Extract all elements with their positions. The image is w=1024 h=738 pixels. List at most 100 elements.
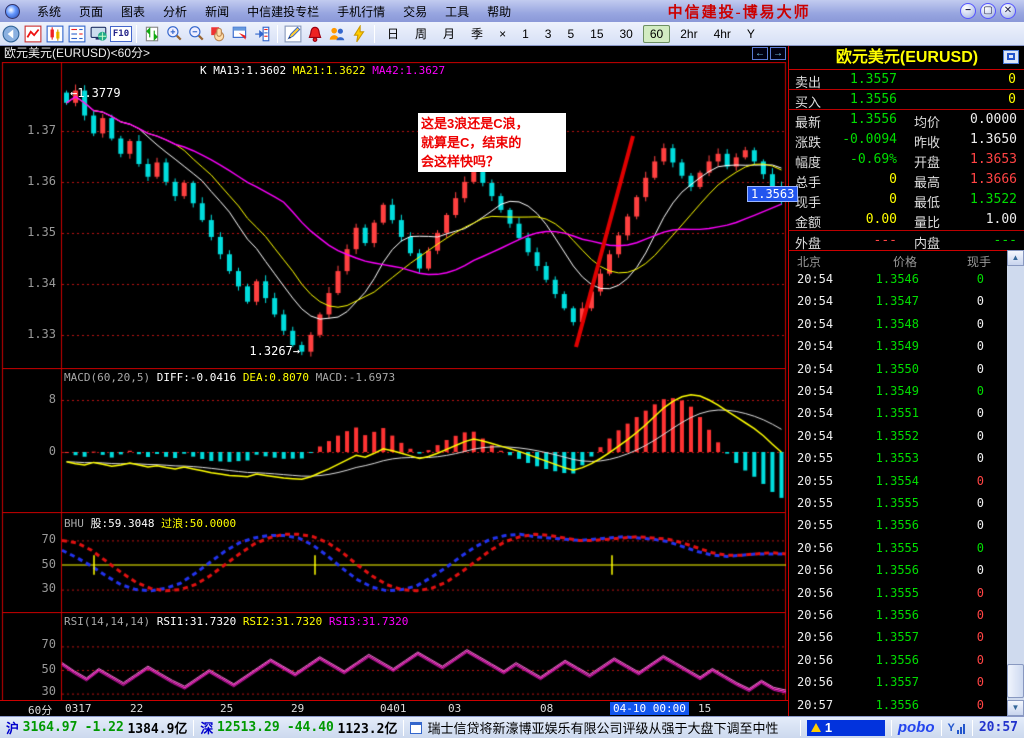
menu-8[interactable]: 工具 <box>445 4 470 19</box>
tick-row: 20:56 1.3556 0 <box>797 652 984 667</box>
chart-title: 欧元美元(EURUSD)<60分> <box>4 46 151 60</box>
period-button-Y[interactable]: Y <box>746 27 755 41</box>
quote-row: 买入 1.3556 0 <box>789 90 1024 110</box>
sz-index-quote: 深 12513.29 -44.40 1123.2亿 <box>200 720 398 737</box>
minimize-button[interactable]: − <box>960 3 976 19</box>
pobo-logo: pobo <box>897 719 935 736</box>
toolbar: F10 日 周 月 季 × 1 3 5 15 30 60 2hr 4hr Y <box>0 22 1024 46</box>
period-button-季[interactable]: 季 <box>471 27 484 41</box>
period-button-3[interactable]: 3 <box>544 27 552 41</box>
line-chart-icon[interactable] <box>23 24 43 44</box>
axis-label: 1.36 <box>27 174 56 188</box>
tick-row: 20:56 1.3556 0 <box>797 608 984 622</box>
tick-row: 20:55 1.3554 0 <box>797 473 984 488</box>
swing-high-label: ←1.3779 <box>70 86 121 100</box>
tick-row: 20:56 1.3555 0 <box>797 540 984 555</box>
connection-signal-icon: Y <box>942 719 972 737</box>
window-switch-icon[interactable] <box>230 24 250 44</box>
f10-info-icon[interactable]: F10 <box>109 24 133 44</box>
axis-label: 1.34 <box>27 276 56 290</box>
period-button-日[interactable]: 日 <box>387 27 400 41</box>
menu-5[interactable]: 中信建投专栏 <box>247 4 320 19</box>
tick-row: 20:56 1.3557 0 <box>797 630 984 645</box>
close-button[interactable]: ✕ <box>1000 3 1016 19</box>
menu-9[interactable]: 帮助 <box>487 4 512 19</box>
period-button-×[interactable]: × <box>499 27 507 41</box>
rsi-panel-chart[interactable] <box>0 612 788 700</box>
menu-4[interactable]: 新闻 <box>205 4 230 19</box>
period-button-月[interactable]: 月 <box>443 27 456 41</box>
scrollbar-thumb[interactable] <box>1007 664 1024 698</box>
alarm-bell-icon[interactable] <box>305 24 325 44</box>
axis-label: 70 <box>41 532 56 546</box>
swing-low-label: 1.3267→ <box>249 344 300 358</box>
time-axis <box>0 700 788 716</box>
time-axis-period: 60分 <box>28 704 53 717</box>
tick-row: 20:54 1.3551 0 <box>797 406 984 421</box>
users-icon[interactable] <box>327 24 347 44</box>
menu-0[interactable]: 系统 <box>37 4 62 19</box>
menu-6[interactable]: 手机行情 <box>337 4 386 19</box>
scroll-left-icon[interactable]: ← <box>752 47 768 60</box>
menu-2[interactable]: 图表 <box>121 4 146 19</box>
menu-1[interactable]: 页面 <box>79 4 104 19</box>
alert-indicator[interactable]: 1 <box>801 719 891 737</box>
tick-row: 20:54 1.3549 0 <box>797 384 984 398</box>
candlestick-icon[interactable] <box>45 24 65 44</box>
period-button-15[interactable]: 15 <box>590 27 604 41</box>
axis-label: 50 <box>41 662 56 676</box>
bhu-panel-chart[interactable] <box>0 512 788 612</box>
zoom-in-icon[interactable] <box>164 24 184 44</box>
macd-legend: MACD(60,20,5) DIFF:-0.0416 DEA:0.8070 MA… <box>64 371 396 384</box>
nav-back-icon[interactable] <box>1 24 21 44</box>
alert-triangle-icon <box>810 723 821 732</box>
tick-row: 20:56 1.3555 0 <box>797 585 984 600</box>
axis-label: 0 <box>48 444 56 458</box>
period-button-30[interactable]: 30 <box>619 27 633 41</box>
period-button-1[interactable]: 1 <box>522 27 529 41</box>
maximize-button[interactable]: ▢ <box>980 3 996 19</box>
zoom-out-icon[interactable] <box>186 24 206 44</box>
news-icon <box>410 721 423 734</box>
app-icon[interactable] <box>5 3 20 19</box>
scroll-right-icon[interactable]: → <box>770 47 786 60</box>
axis-label: 1.35 <box>27 225 56 239</box>
main-price-chart[interactable] <box>0 62 788 368</box>
quote-list-icon[interactable] <box>67 24 87 44</box>
news-text: 瑞士信贷将新濠博亚娱乐有限公司评级从强于大盘下调至中性 <box>427 721 779 736</box>
sh-index-quote: 沪 3164.97 -1.22 1384.9亿 <box>6 720 188 737</box>
tick-row: 20:54 1.3549 0 <box>797 339 984 354</box>
period-button-5[interactable]: 5 <box>567 27 575 41</box>
side-panel-icon[interactable] <box>252 24 272 44</box>
time-tick: 08 <box>540 702 554 715</box>
macd-panel-chart[interactable] <box>0 368 788 512</box>
quote-row: 金额 0.00 量比 1.00 <box>795 212 1017 230</box>
period-button-60[interactable]: 60 <box>642 25 671 43</box>
news-monitor-icon[interactable] <box>89 24 109 44</box>
draw-edit-icon[interactable] <box>283 24 303 44</box>
axis-label: 1.33 <box>27 327 56 341</box>
time-tick: 0401 <box>380 702 407 715</box>
menu-7[interactable]: 交易 <box>403 4 428 19</box>
refresh-icon[interactable] <box>142 24 162 44</box>
scroll-down-icon[interactable]: ▼ <box>1007 700 1024 716</box>
drag-hand-icon[interactable] <box>208 24 228 44</box>
period-button-4hr[interactable]: 4hr <box>713 27 731 41</box>
quote-row: 卖出 1.3557 0 <box>789 70 1024 90</box>
menu-3[interactable]: 分析 <box>163 4 188 19</box>
axis-label: 30 <box>41 684 56 698</box>
time-tick: 22 <box>130 702 144 715</box>
quote-row: 外盘 --- 内盘 --- <box>789 230 1024 251</box>
time-tick: 15 <box>698 702 712 715</box>
window-title: 中信建投-博易大师 <box>667 4 811 21</box>
scroll-up-icon[interactable]: ▲ <box>1007 250 1024 266</box>
news-ticker[interactable]: 瑞士信贷将新濠博亚娱乐有限公司评级从强于大盘下调至中性 <box>404 719 799 737</box>
bhu-legend: BHU 股:59.3048 过浪:50.0000 <box>64 517 237 530</box>
period-button-2hr[interactable]: 2hr <box>680 27 698 41</box>
panel-window-icon[interactable] <box>1003 50 1019 64</box>
tick-scrollbar[interactable]: ▲ ▼ <box>1007 250 1024 716</box>
tick-row: 20:55 1.3553 0 <box>797 451 984 466</box>
period-button-周[interactable]: 周 <box>415 27 428 41</box>
time-tick: 0317 <box>65 702 92 715</box>
lightning-icon[interactable] <box>349 24 369 44</box>
